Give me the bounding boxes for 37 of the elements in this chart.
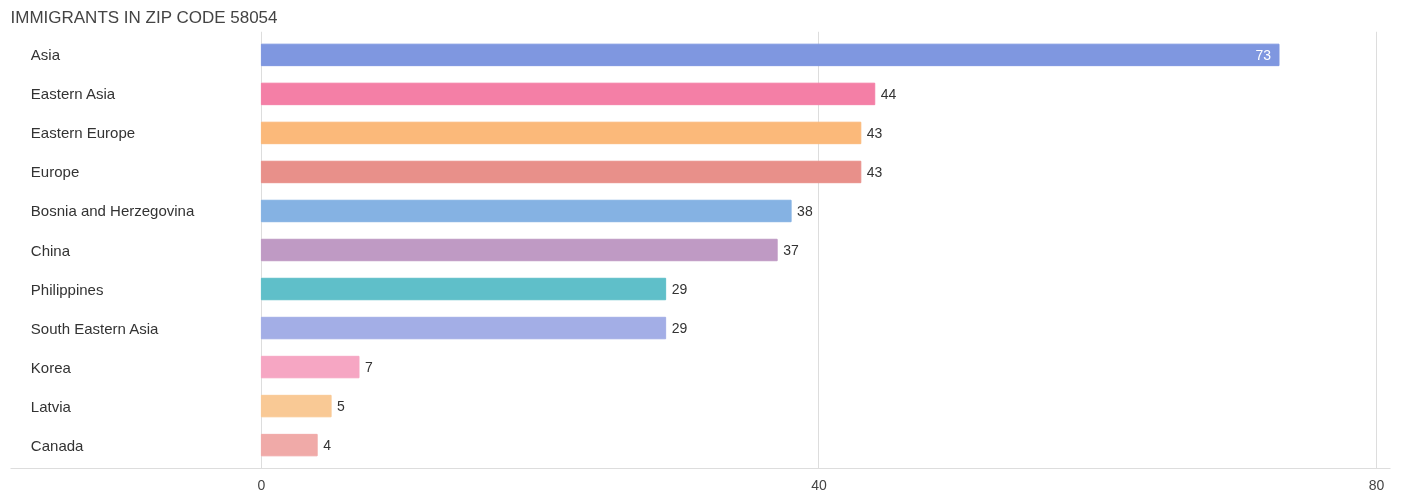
chart-title: IMMIGRANTS IN ZIP CODE 58054 [10, 7, 278, 27]
y-tick-label: Korea [30, 358, 72, 376]
y-tick-label: South Eastern Asia [30, 319, 160, 337]
data-label: 43 [866, 163, 883, 180]
y-tick-label: Europe [30, 163, 80, 181]
data-label: 38 [797, 202, 813, 219]
bar [260, 121, 862, 145]
bar [260, 355, 360, 379]
y-tick-label: Bosnia and Herzegovina [30, 202, 195, 220]
bar [260, 394, 332, 418]
y-tick-label: China [30, 241, 71, 259]
data-label: 29 [671, 320, 688, 337]
bar [260, 82, 876, 106]
y-tick-label: Canada [30, 436, 85, 454]
y-tick-label: Eastern Europe [30, 124, 136, 142]
y-tick-label: Eastern Asia [30, 85, 116, 103]
data-label: 4 [323, 437, 332, 454]
bar [260, 433, 318, 457]
x-tick-label: 80 [1368, 476, 1385, 493]
bar [260, 277, 667, 301]
bar [260, 316, 667, 340]
bar [260, 199, 792, 223]
y-tick-label: Philippines [30, 280, 104, 298]
data-label: 44 [880, 85, 897, 102]
bar [260, 43, 1280, 67]
x-tick-label: 0 [257, 476, 266, 493]
bar [260, 160, 862, 184]
data-label: 29 [671, 281, 688, 298]
y-tick-label: Asia [30, 46, 61, 64]
bar [260, 238, 778, 262]
data-label: 37 [783, 242, 799, 258]
data-label: 7 [364, 359, 373, 376]
y-tick-label: Latvia [30, 397, 72, 415]
data-label: 5 [337, 398, 346, 415]
data-label: 43 [866, 124, 883, 141]
data-label: 73 [1255, 46, 1272, 63]
x-tick-label: 40 [811, 476, 827, 493]
